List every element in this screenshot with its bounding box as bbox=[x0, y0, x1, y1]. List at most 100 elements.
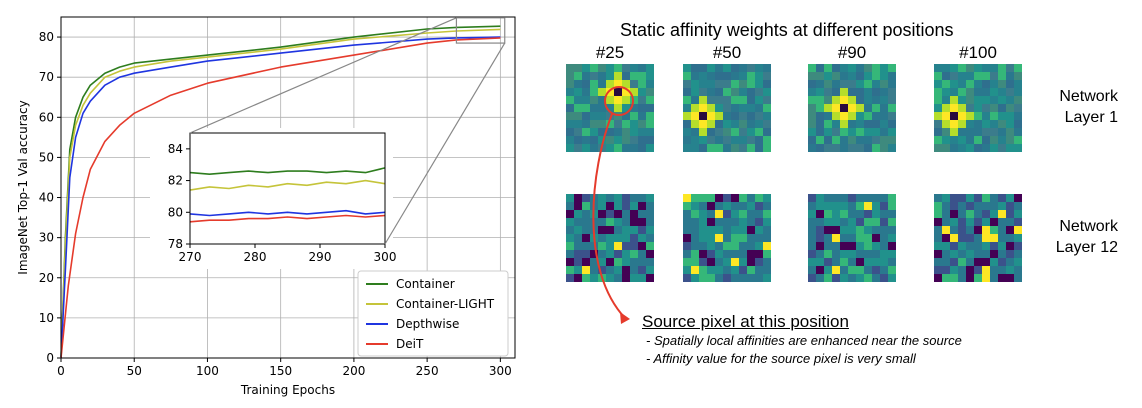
heatmap-cell bbox=[630, 80, 638, 88]
heatmap-cell bbox=[622, 266, 630, 274]
heatmap-cell bbox=[691, 202, 699, 210]
heatmap-cell bbox=[848, 88, 856, 96]
heatmap-cell bbox=[848, 226, 856, 234]
heatmap-cell bbox=[622, 194, 630, 202]
main-ytick-label-5: 50 bbox=[39, 150, 54, 164]
heatmap-cell bbox=[723, 96, 731, 104]
heatmap-cell bbox=[755, 194, 763, 202]
heatmap-cell bbox=[646, 274, 654, 282]
heatmap-cell bbox=[840, 210, 848, 218]
heatmap-cell bbox=[739, 120, 747, 128]
heatmap-cell bbox=[864, 202, 872, 210]
heatmap-cell bbox=[598, 88, 606, 96]
heatmap-cell bbox=[715, 128, 723, 136]
heatmap-cell bbox=[832, 274, 840, 282]
heatmap-cell bbox=[832, 128, 840, 136]
heatmap-cell bbox=[683, 242, 691, 250]
heatmap-cell bbox=[966, 104, 974, 112]
heatmap-cell bbox=[731, 250, 739, 258]
heatmap-cell bbox=[832, 266, 840, 274]
heatmap-cell bbox=[1006, 112, 1014, 120]
heatmap-cell bbox=[974, 274, 982, 282]
heatmap-cell bbox=[974, 250, 982, 258]
heatmap-cell bbox=[747, 218, 755, 226]
heatmap-cell bbox=[646, 202, 654, 210]
heatmap-cell bbox=[683, 128, 691, 136]
heatmap-cell bbox=[824, 64, 832, 72]
heatmap-cell bbox=[840, 226, 848, 234]
heatmap-cell bbox=[606, 250, 614, 258]
heatmap-cell bbox=[574, 144, 582, 152]
inset-xtick-label-0: 270 bbox=[179, 250, 202, 264]
heatmap-cell bbox=[934, 218, 942, 226]
main-series-depthwise bbox=[60, 36, 501, 359]
legend-box bbox=[357, 270, 509, 357]
heatmap-cell bbox=[691, 258, 699, 266]
heatmap-cell bbox=[614, 88, 622, 96]
heatmap-cell bbox=[747, 128, 755, 136]
heatmap-cell bbox=[848, 144, 856, 152]
heatmap-cell bbox=[731, 80, 739, 88]
heatmap-cell bbox=[582, 64, 590, 72]
heatmap-cell bbox=[590, 96, 598, 104]
heatmap-cell bbox=[888, 234, 896, 242]
heatmap-cell bbox=[566, 128, 574, 136]
heatmap-cell bbox=[646, 210, 654, 218]
heatmap-cell bbox=[888, 112, 896, 120]
heatmap-cell bbox=[958, 96, 966, 104]
heatmap-cell bbox=[856, 218, 864, 226]
heatmap-cell bbox=[824, 210, 832, 218]
heatmap-cell bbox=[715, 96, 723, 104]
heatmap-cell bbox=[950, 120, 958, 128]
heatmap-cell bbox=[872, 258, 880, 266]
heatmap-cell bbox=[934, 250, 942, 258]
heatmap-cell bbox=[622, 128, 630, 136]
heatmap-cell bbox=[808, 136, 816, 144]
heatmap-cell bbox=[574, 250, 582, 258]
heatmap-cell bbox=[998, 128, 1006, 136]
heatmap-cell bbox=[646, 128, 654, 136]
heatmap-cell bbox=[755, 242, 763, 250]
heatmap-cell bbox=[614, 258, 622, 266]
heatmap-cell bbox=[646, 218, 654, 226]
heatmap-cell bbox=[646, 250, 654, 258]
heatmap-cell bbox=[832, 242, 840, 250]
heatmap-cell bbox=[872, 266, 880, 274]
heatmap-cell bbox=[808, 234, 816, 242]
heatmap-cell bbox=[707, 250, 715, 258]
heatmap-cell bbox=[1014, 242, 1022, 250]
heatmap-cell bbox=[872, 104, 880, 112]
heatmap-cell bbox=[880, 144, 888, 152]
heatmap-cell bbox=[582, 136, 590, 144]
heatmap-cell bbox=[856, 80, 864, 88]
heatmap-cell bbox=[888, 104, 896, 112]
heatmap-cell bbox=[747, 258, 755, 266]
heatmap-cell bbox=[888, 136, 896, 144]
heatmap-cell bbox=[934, 210, 942, 218]
heatmap-cell bbox=[990, 120, 998, 128]
heatmap-cell bbox=[614, 194, 622, 202]
heatmap-cell bbox=[630, 88, 638, 96]
heatmap-cell bbox=[739, 242, 747, 250]
heatmap-cell bbox=[872, 80, 880, 88]
heatmap-cell bbox=[942, 112, 950, 120]
main-ytick-label-0: 0 bbox=[46, 351, 54, 365]
heatmap-cell bbox=[840, 194, 848, 202]
heatmap-cell bbox=[840, 80, 848, 88]
heatmap-cell bbox=[856, 258, 864, 266]
heatmap-cell bbox=[755, 112, 763, 120]
heatmap-cell bbox=[622, 250, 630, 258]
heatmap-cell bbox=[1014, 274, 1022, 282]
heatmap-cell bbox=[731, 226, 739, 234]
heatmap-cell bbox=[723, 80, 731, 88]
heatmap-cell bbox=[990, 226, 998, 234]
heatmap-cell bbox=[590, 112, 598, 120]
heatmap-cell bbox=[763, 242, 771, 250]
heatmap-cell bbox=[872, 128, 880, 136]
heatmap-cell bbox=[763, 80, 771, 88]
heatmap-cell bbox=[606, 266, 614, 274]
heatmap-cell bbox=[699, 136, 707, 144]
heatmap-cell bbox=[998, 258, 1006, 266]
heatmap-cell bbox=[880, 136, 888, 144]
heatmap-cell bbox=[590, 120, 598, 128]
